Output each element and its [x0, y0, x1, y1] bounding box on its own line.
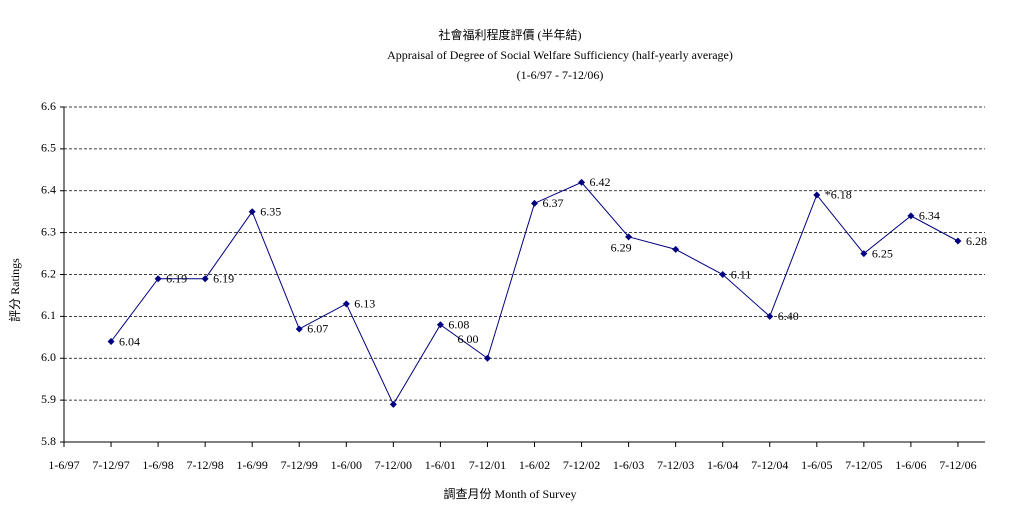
point-label: 6.13	[354, 297, 375, 311]
point-marker	[248, 208, 256, 216]
point-marker	[860, 250, 868, 258]
x-tick-label: 7-12/98	[186, 458, 223, 472]
x-tick-label: 7-12/06	[939, 458, 976, 472]
x-tick-label: 1-6/01	[425, 458, 456, 472]
point-label: 6.11	[731, 267, 752, 281]
y-axis-label: 評分 Ratings	[7, 258, 22, 322]
x-tick-label: 7-12/01	[469, 458, 506, 472]
x-tick-label: 1-6/03	[613, 458, 644, 472]
point-label: 6.35	[260, 204, 281, 218]
point-marker	[578, 178, 586, 186]
point-label: 6.37	[543, 196, 564, 210]
y-tick-label: 6.2	[41, 266, 56, 280]
point-marker	[672, 245, 680, 253]
x-tick-label: 1-6/99	[237, 458, 268, 472]
x-tick-label: 1-6/00	[331, 458, 362, 472]
x-tick-label: 7-12/97	[92, 458, 129, 472]
point-marker	[954, 237, 962, 245]
point-label: 6.40	[778, 309, 799, 323]
point-marker	[719, 271, 727, 278]
point-label: *6.18	[825, 188, 852, 202]
chart-period: (1-6/97 - 7-12/06)	[517, 68, 604, 82]
y-tick-label: 6.3	[41, 224, 56, 238]
point-marker	[813, 191, 821, 199]
point-label: 6.34	[919, 209, 940, 223]
chart-title: 社會福利程度評價 (半年結)	[439, 27, 582, 42]
point-marker	[483, 354, 491, 362]
point-marker	[342, 300, 350, 308]
x-tick-label: 7-12/02	[563, 458, 600, 472]
x-tick-label: 7-12/05	[845, 458, 882, 472]
point-label: 6.07	[307, 322, 328, 336]
point-label: 6.29	[611, 241, 632, 255]
point-marker	[154, 275, 162, 283]
y-tick-label: 6.0	[41, 350, 56, 364]
point-marker	[201, 275, 209, 283]
y-tick-label: 6.6	[41, 99, 56, 113]
series-line	[110, 181, 959, 406]
y-tick-label: 6.4	[41, 183, 56, 197]
point-label: 6.19	[166, 271, 187, 285]
point-marker	[766, 312, 774, 320]
x-tick-label: 7-12/00	[375, 458, 412, 472]
point-marker	[625, 233, 633, 241]
x-tick-label: 7-12/04	[751, 458, 788, 472]
y-tick-label: 5.8	[41, 434, 56, 448]
point-marker	[907, 212, 915, 220]
x-tick-label: 7-12/99	[281, 458, 318, 472]
chart-subtitle: Appraisal of Degree of Social Welfare Su…	[387, 48, 733, 62]
x-tick-label: 1-6/02	[519, 458, 550, 472]
point-label: 6.00	[457, 332, 478, 346]
point-marker	[107, 338, 115, 345]
x-axis-label: 調查月份 Month of Survey	[444, 487, 577, 501]
point-marker	[436, 321, 444, 329]
x-tick-label: 1-6/98	[142, 458, 173, 472]
point-marker	[295, 325, 303, 333]
y-tick-label: 5.9	[41, 392, 56, 406]
y-tick-label: 6.5	[41, 141, 56, 155]
point-label: 6.19	[213, 271, 234, 285]
point-label: 6.04	[119, 334, 140, 348]
x-tick-label: 1-6/97	[48, 458, 79, 472]
x-tick-label: 1-6/05	[801, 458, 832, 472]
x-tick-label: 1-6/04	[707, 458, 738, 472]
x-tick-label: 1-6/06	[895, 458, 926, 472]
x-tick-label: 7-12/03	[657, 458, 694, 472]
point-marker	[531, 199, 538, 207]
point-label: 6.25	[872, 246, 893, 260]
point-label: 6.08	[448, 318, 469, 332]
point-marker	[389, 400, 397, 408]
point-label: 6.28	[966, 234, 987, 248]
y-tick-label: 6.1	[41, 308, 56, 322]
point-label: 6.42	[590, 175, 611, 189]
